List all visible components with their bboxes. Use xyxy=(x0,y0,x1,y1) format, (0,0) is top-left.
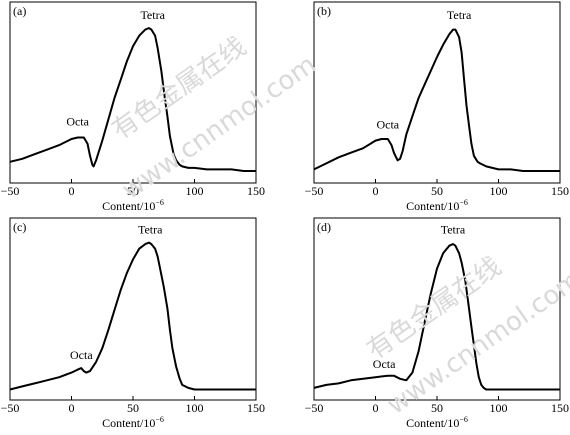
panel-4: −50 0 50 100 150 Content/10−6 (d) Octa Tetra xyxy=(305,217,569,430)
x-axis-label: Content/10−6 xyxy=(406,415,468,430)
x-tick-label: 0 xyxy=(69,184,75,198)
x-tick-label: −50 xyxy=(1,184,20,198)
panel-label: (c) xyxy=(13,220,26,234)
annotation-tetra: Tetra xyxy=(441,222,466,236)
annotation-tetra: Tetra xyxy=(138,222,163,236)
x-axis-label-exponent: −6 xyxy=(155,198,164,207)
plot-frame xyxy=(9,1,257,184)
x-tick-label: 50 xyxy=(431,401,443,415)
annotation-octa: Octa xyxy=(376,117,399,131)
panel-2: −50 0 50 100 150 Content/10−6 (b) Octa Tetra xyxy=(305,1,569,213)
panel-1: −50 0 50 100 150 Content/10−6 (a) Octa Tetra xyxy=(1,1,265,213)
x-tick-label: −50 xyxy=(305,184,324,198)
watermark: 有色金属在线 www.cnnmol.com 有色金属在线 www.cnnmol.… xyxy=(107,32,570,421)
panel-label: (a) xyxy=(13,4,26,18)
x-axis-label-exponent: −6 xyxy=(459,198,468,207)
series-line xyxy=(313,243,560,391)
x-tick-label: 150 xyxy=(247,401,265,415)
x-tick-label: −50 xyxy=(1,401,20,415)
x-tick-label: 0 xyxy=(69,401,75,415)
x-tick-label: 50 xyxy=(127,401,139,415)
x-tick-label: 150 xyxy=(551,401,569,415)
annotation-octa: Octa xyxy=(66,114,89,128)
annotation-tetra: Tetra xyxy=(140,8,165,22)
x-tick-label: 50 xyxy=(127,184,139,198)
series-line xyxy=(9,241,256,391)
series-line xyxy=(313,28,560,172)
panel-3: −50 0 50 100 150 Content/10−6 (c) Octa Tetra xyxy=(1,217,265,430)
x-tick-label: −50 xyxy=(305,401,324,415)
plot-frame xyxy=(9,217,257,401)
series-line xyxy=(9,27,256,172)
x-tick-label: 150 xyxy=(551,184,569,198)
x-tick-label: 100 xyxy=(186,184,204,198)
x-tick-label: 100 xyxy=(186,401,204,415)
x-tick-label: 0 xyxy=(373,184,379,198)
x-tick-label: 100 xyxy=(490,184,508,198)
annotation-octa: Octa xyxy=(70,348,93,362)
annotation-octa: Octa xyxy=(373,357,396,371)
x-tick-label: 100 xyxy=(490,401,508,415)
plot-frame xyxy=(313,1,561,184)
x-tick-label: 0 xyxy=(373,401,379,415)
x-axis-label-exponent: −6 xyxy=(155,415,164,424)
panel-label: (b) xyxy=(317,4,331,18)
annotation-tetra: Tetra xyxy=(447,8,472,22)
x-axis-label: Content/10−6 xyxy=(102,415,164,430)
x-tick-label: 150 xyxy=(247,184,265,198)
panel-label: (d) xyxy=(317,220,331,234)
x-axis-label-exponent: −6 xyxy=(459,415,468,424)
x-axis-label: Content/10−6 xyxy=(102,198,164,213)
x-tick-label: 50 xyxy=(431,184,443,198)
x-axis-label: Content/10−6 xyxy=(406,198,468,213)
